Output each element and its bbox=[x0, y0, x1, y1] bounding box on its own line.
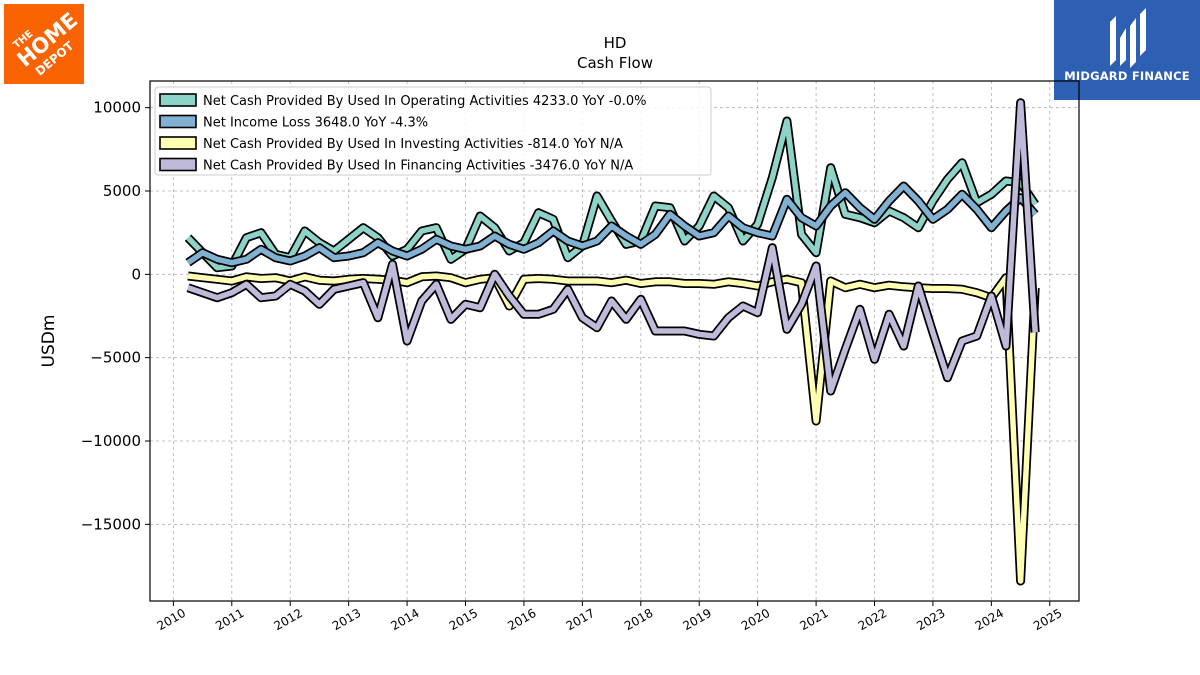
series-line-1 bbox=[185, 181, 1039, 268]
x-axis: 2010 2011 2012 2013 2014 2015 2016 2017 2018 2019… bbox=[155, 601, 1065, 633]
legend: Net Cash Provided By Used In Operating A… bbox=[154, 86, 712, 176]
series-line-3 bbox=[186, 98, 1040, 396]
x-tick-label: 2018 bbox=[622, 606, 655, 633]
series-stroke bbox=[186, 118, 1038, 271]
x-tick-label: 2016 bbox=[505, 606, 538, 633]
y-tick-label: 5000 bbox=[103, 182, 141, 200]
home-depot-logo: THE HOME DEPOT bbox=[4, 4, 84, 84]
x-tick-label: 2017 bbox=[564, 606, 597, 633]
x-tick-label: 2022 bbox=[856, 606, 889, 633]
midgard-finance-logo: MIDGARD FINANCE bbox=[1054, 0, 1200, 100]
legend-swatch bbox=[159, 157, 197, 172]
legend-swatch bbox=[159, 93, 197, 107]
legend-label: Net Income Loss 3648.0 YoY -4.3% bbox=[203, 116, 428, 131]
home-depot-logo-graphic: THE HOME DEPOT bbox=[11, 8, 82, 79]
series-stroke bbox=[187, 273, 1038, 584]
legend-box bbox=[154, 86, 712, 176]
series-line-0 bbox=[184, 116, 1039, 273]
series-layer bbox=[184, 98, 1040, 586]
x-tick-label: 2010 bbox=[155, 606, 188, 633]
y-tick-label: 10000 bbox=[93, 99, 141, 117]
series-line-2 bbox=[187, 271, 1040, 586]
x-tick-label: 2019 bbox=[680, 606, 713, 633]
x-tick-label: 2020 bbox=[739, 606, 772, 633]
y-tick-label: 0 bbox=[131, 265, 141, 283]
legend-swatch bbox=[159, 114, 197, 129]
plot-frame bbox=[149, 80, 1080, 602]
chart-subtitle: Cash Flow bbox=[577, 54, 653, 72]
legend-swatch bbox=[159, 136, 197, 150]
midgard-finance-emblem bbox=[1110, 8, 1146, 68]
legend-label: Net Cash Provided By Used In Investing A… bbox=[203, 137, 623, 152]
y-tick-label: −5000 bbox=[90, 349, 141, 367]
y-tick-label: −10000 bbox=[81, 432, 141, 450]
x-tick-label: 2021 bbox=[797, 606, 830, 633]
x-tick-label: 2014 bbox=[388, 606, 421, 633]
y-axis-label: USDm bbox=[39, 315, 59, 368]
x-tick-label: 2015 bbox=[447, 606, 480, 633]
x-tick-label: 2012 bbox=[271, 606, 304, 633]
legend-label: Net Cash Provided By Used In Operating A… bbox=[203, 94, 646, 109]
y-axis: 10000 5000 0 −5000 −10000 −15000 bbox=[81, 99, 150, 533]
legend-label: Net Cash Provided By Used In Financing A… bbox=[203, 159, 633, 174]
x-tick-label: 2025 bbox=[1031, 606, 1064, 633]
x-tick-label: 2023 bbox=[914, 606, 947, 633]
y-tick-label: −15000 bbox=[81, 515, 141, 533]
x-tick-label: 2013 bbox=[330, 606, 363, 633]
chart-title: HD bbox=[604, 34, 627, 52]
series-stroke bbox=[187, 99, 1038, 394]
series-stroke bbox=[186, 183, 1038, 266]
x-tick-label: 2024 bbox=[973, 606, 1006, 633]
x-tick-label: 2011 bbox=[213, 606, 246, 633]
midgard-finance-wordmark: MIDGARD FINANCE bbox=[1064, 69, 1190, 83]
